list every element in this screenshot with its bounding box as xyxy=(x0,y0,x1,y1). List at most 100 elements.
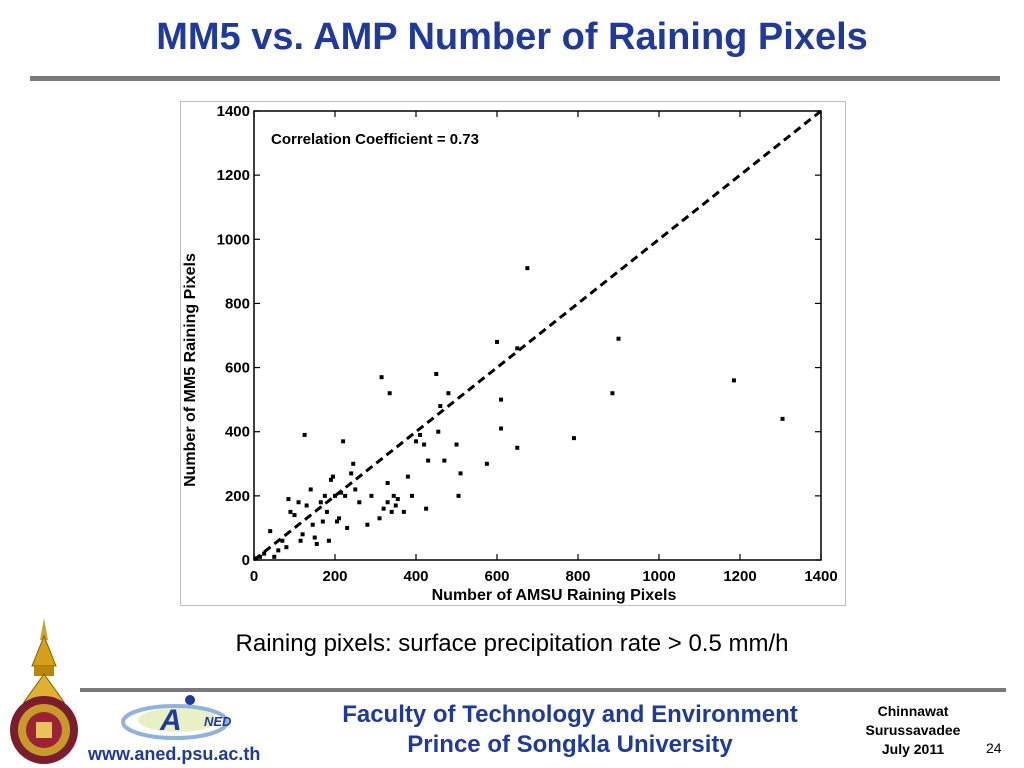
scatter-point xyxy=(298,538,303,543)
scatter-point xyxy=(351,461,356,466)
scatter-point xyxy=(276,548,281,553)
scatter-point xyxy=(292,513,297,518)
scatter-point xyxy=(310,522,315,527)
plot-area-frame xyxy=(253,110,822,561)
scatter-point xyxy=(525,266,530,271)
scatter-point xyxy=(322,493,327,498)
scatter-point xyxy=(345,525,350,530)
scatter-point xyxy=(268,529,273,534)
author-first-name: Chinnawat xyxy=(877,703,949,719)
x-tick-label: 1000 xyxy=(642,568,675,585)
scatter-point xyxy=(405,474,410,479)
y-axis-label: Number of MM5 Raining Pixels xyxy=(182,253,199,487)
x-tick-label: 200 xyxy=(322,568,347,585)
scatter-point xyxy=(308,487,313,492)
y-tick-label: 1000 xyxy=(217,231,250,248)
footer-institution: Faculty of Technology and Environment Pr… xyxy=(300,700,840,760)
scatter-point xyxy=(379,375,384,380)
page-number: 24 xyxy=(986,740,1002,756)
scatter-point xyxy=(393,503,398,508)
scatter-point xyxy=(426,458,431,463)
scatter-point xyxy=(395,497,400,502)
scatter-point xyxy=(296,500,301,505)
x-tick-label: 1200 xyxy=(723,568,756,585)
correlation-annotation: Correlation Coefficient = 0.73 xyxy=(271,131,479,148)
scatter-point xyxy=(385,481,390,486)
scatter-point xyxy=(499,397,504,402)
scatter-point xyxy=(422,442,427,447)
scatter-point xyxy=(387,391,392,396)
scatter-point xyxy=(401,509,406,514)
scatter-point xyxy=(328,477,333,482)
scatter-point xyxy=(333,493,337,498)
scatter-point xyxy=(312,535,317,540)
y-tick-label: 400 xyxy=(225,424,250,441)
scatter-point xyxy=(484,461,489,466)
scatter-point xyxy=(418,432,423,437)
scatter-point xyxy=(302,432,307,437)
scatter-point xyxy=(335,519,340,524)
scatter-point xyxy=(456,493,461,498)
y-tick-label: 1400 xyxy=(217,103,250,120)
scatter-point xyxy=(369,493,374,498)
scatter-point xyxy=(389,509,394,514)
scatter-point xyxy=(262,551,267,556)
x-axis-label: Number of AMSU Raining Pixels xyxy=(432,587,677,604)
scatter-point xyxy=(381,506,386,511)
y-tick-label: 0 xyxy=(242,552,250,569)
website-link[interactable]: www.aned.psu.ac.th xyxy=(88,744,261,764)
university-name: Prince of Songkla University xyxy=(407,731,733,758)
x-tick-label: 1400 xyxy=(804,568,837,585)
scatter-point xyxy=(499,426,504,431)
scatter-point xyxy=(409,493,414,498)
svg-text:A: A xyxy=(159,704,182,737)
scatter-point xyxy=(314,541,319,546)
scatter-point xyxy=(258,554,263,559)
scatter-point xyxy=(385,500,390,505)
scatter-point xyxy=(442,458,447,463)
scatter-point xyxy=(254,556,259,561)
chart-canvas: 0 200 400 600 800 1000 1200 1400 0 200 400 600 800 10… xyxy=(182,103,838,604)
scatter-point xyxy=(349,471,354,476)
scatter-point xyxy=(304,503,309,508)
x-tick-label: 600 xyxy=(484,568,509,585)
scatter-point xyxy=(284,545,289,550)
scatter-point xyxy=(414,439,418,444)
scatter-point xyxy=(731,378,736,383)
scatter-point xyxy=(424,506,429,511)
aned-logo: A NED xyxy=(120,692,270,747)
scatter-point xyxy=(341,439,346,444)
scatter-point xyxy=(434,371,439,376)
scatter-point xyxy=(391,493,396,498)
scatter-point xyxy=(353,487,358,492)
scatter-point xyxy=(365,522,370,527)
scatter-point xyxy=(337,516,342,521)
scatter-point xyxy=(454,442,459,447)
university-seal-icon xyxy=(10,618,78,764)
scatter-point xyxy=(495,339,499,344)
x-tick-label: 400 xyxy=(403,568,428,585)
title-divider xyxy=(30,76,1000,81)
scatter-point xyxy=(436,429,441,434)
y-tick-label: 800 xyxy=(225,295,250,312)
scatter-point xyxy=(446,391,451,396)
scatter-point xyxy=(288,509,293,514)
y-tick-label: 600 xyxy=(225,360,250,377)
scatter-point xyxy=(326,538,331,543)
y-tick-label: 200 xyxy=(225,488,250,505)
scatter-point xyxy=(330,474,335,479)
scatter-point xyxy=(272,554,277,559)
scatter-point xyxy=(458,471,463,476)
scatter-chart: 0 200 400 600 800 1000 1200 1400 0 200 400 600 800 10… xyxy=(180,101,846,606)
footer-author-block: Chinnawat Surussavadee July 2011 xyxy=(848,702,978,759)
aned-logo-text: NED xyxy=(204,714,232,729)
scatter-point xyxy=(610,391,615,396)
scatter-point xyxy=(300,532,305,537)
scatter-point xyxy=(280,538,285,543)
chart-caption: Raining pixels: surface precipitation ra… xyxy=(235,630,789,657)
scatter-point xyxy=(357,500,362,505)
scatter-point xyxy=(343,493,348,498)
x-tick-label: 0 xyxy=(250,568,258,585)
footer-divider xyxy=(80,688,1006,692)
scatter-point xyxy=(377,516,382,521)
